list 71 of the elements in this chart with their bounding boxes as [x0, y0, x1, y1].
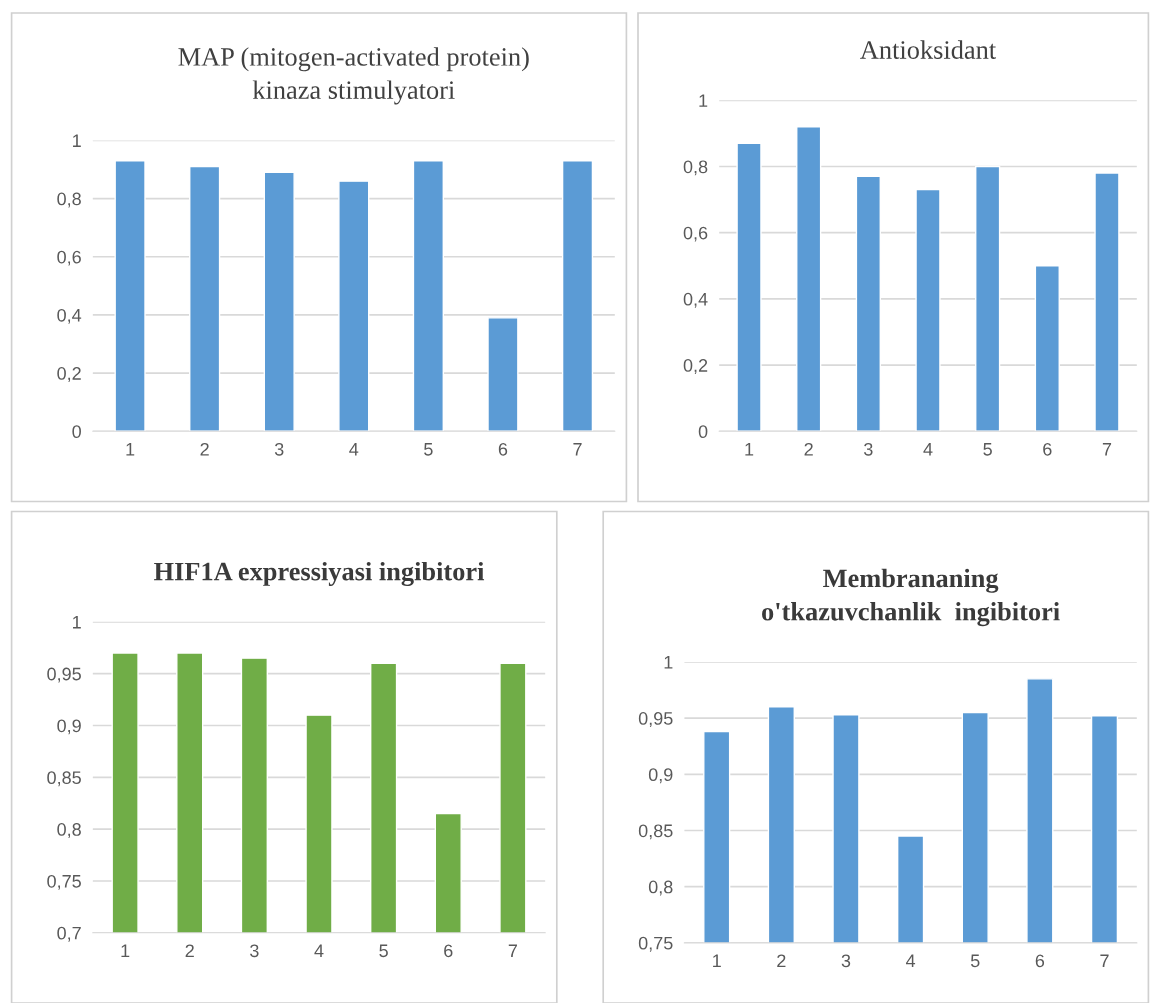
- x-tick-label: 5: [379, 944, 388, 958]
- bar: [736, 142, 762, 432]
- x-tick-label: 1: [121, 944, 130, 957]
- x-tick-label: 2: [200, 442, 209, 456]
- y-tick-label: 0,2: [683, 359, 708, 374]
- y-tick-label: 0,95: [47, 667, 81, 683]
- y-tick-label: 0,4: [57, 308, 82, 324]
- x-tick-label: 7: [1100, 954, 1109, 968]
- x-tick-label: 1: [745, 443, 754, 456]
- chart-title: Membrananing o'tkazuvchanlik ingibitori: [762, 568, 1060, 627]
- bar: [114, 160, 146, 432]
- y-tick-label: 0,7: [57, 926, 81, 942]
- y-tick-label: 0,6: [683, 226, 708, 242]
- y-tick-label: 0,75: [638, 936, 673, 952]
- bar: [975, 165, 1001, 432]
- x-tick-label: 4: [923, 443, 933, 456]
- x-tick-label: 5: [970, 954, 980, 968]
- x-tick-label: 1: [126, 443, 135, 456]
- y-tick-label: 1: [664, 656, 673, 669]
- x-tick-label: 4: [314, 944, 324, 957]
- bar: [915, 188, 941, 432]
- chart-title: Antioksidant: [860, 40, 997, 59]
- x-tick-label: 5: [424, 443, 433, 456]
- y-tick-label: 0: [698, 425, 708, 439]
- y-tick-label: 1: [73, 615, 81, 629]
- y-tick-label: 1: [73, 134, 81, 147]
- chart-title: MAP (mitogen-activated protein) kinaza stimulyatori: [178, 47, 529, 105]
- x-tick-label: 6: [498, 442, 508, 456]
- bar: [1094, 172, 1120, 432]
- x-tick-label: 2: [777, 954, 786, 968]
- y-tick-label: 0,9: [57, 719, 81, 735]
- y-tick-label: 0,8: [648, 880, 673, 896]
- x-tick-label: 7: [508, 944, 517, 957]
- y-tick-label: 0: [72, 425, 81, 439]
- bar: [263, 171, 295, 432]
- x-tick-label: 7: [573, 443, 582, 456]
- y-tick-label: 1: [699, 94, 708, 107]
- y-tick-label: 0,75: [47, 874, 81, 890]
- bar: [487, 317, 519, 432]
- x-tick-label: 3: [864, 442, 873, 456]
- chart-title: HIF1A expressiyasi ingibitori: [154, 561, 485, 587]
- bar: [796, 126, 822, 432]
- y-tick-label: 0,95: [638, 712, 673, 727]
- x-tick-label: 4: [905, 954, 916, 968]
- bar: [189, 165, 221, 432]
- x-tick-label: 3: [250, 944, 259, 958]
- y-tick-label: 0,85: [638, 824, 673, 840]
- x-tick-label: 2: [185, 944, 194, 957]
- bar: [855, 175, 881, 432]
- y-tick-label: 0,8: [683, 160, 708, 176]
- bar: [412, 160, 444, 432]
- y-tick-label: 0,2: [57, 367, 81, 382]
- x-tick-label: 3: [841, 954, 851, 968]
- y-tick-label: 0,8: [57, 823, 81, 838]
- x-tick-label: 4: [349, 443, 359, 456]
- x-tick-label: 7: [1102, 443, 1112, 456]
- x-tick-label: 6: [1043, 442, 1052, 456]
- x-tick-label: 6: [444, 944, 453, 958]
- x-tick-label: 6: [1035, 954, 1045, 968]
- bar: [338, 180, 370, 432]
- y-tick-label: 0,9: [648, 768, 673, 784]
- bar: [1034, 265, 1060, 432]
- bar: [561, 160, 594, 432]
- y-tick-label: 0,85: [47, 771, 81, 787]
- x-tick-label: 2: [804, 442, 813, 456]
- y-tick-label: 0,4: [683, 292, 708, 308]
- x-tick-label: 1: [713, 954, 721, 968]
- x-tick-label: 3: [274, 442, 284, 456]
- x-tick-label: 5: [983, 443, 992, 456]
- y-tick-label: 0,6: [57, 250, 81, 266]
- y-tick-label: 0,8: [57, 192, 81, 208]
